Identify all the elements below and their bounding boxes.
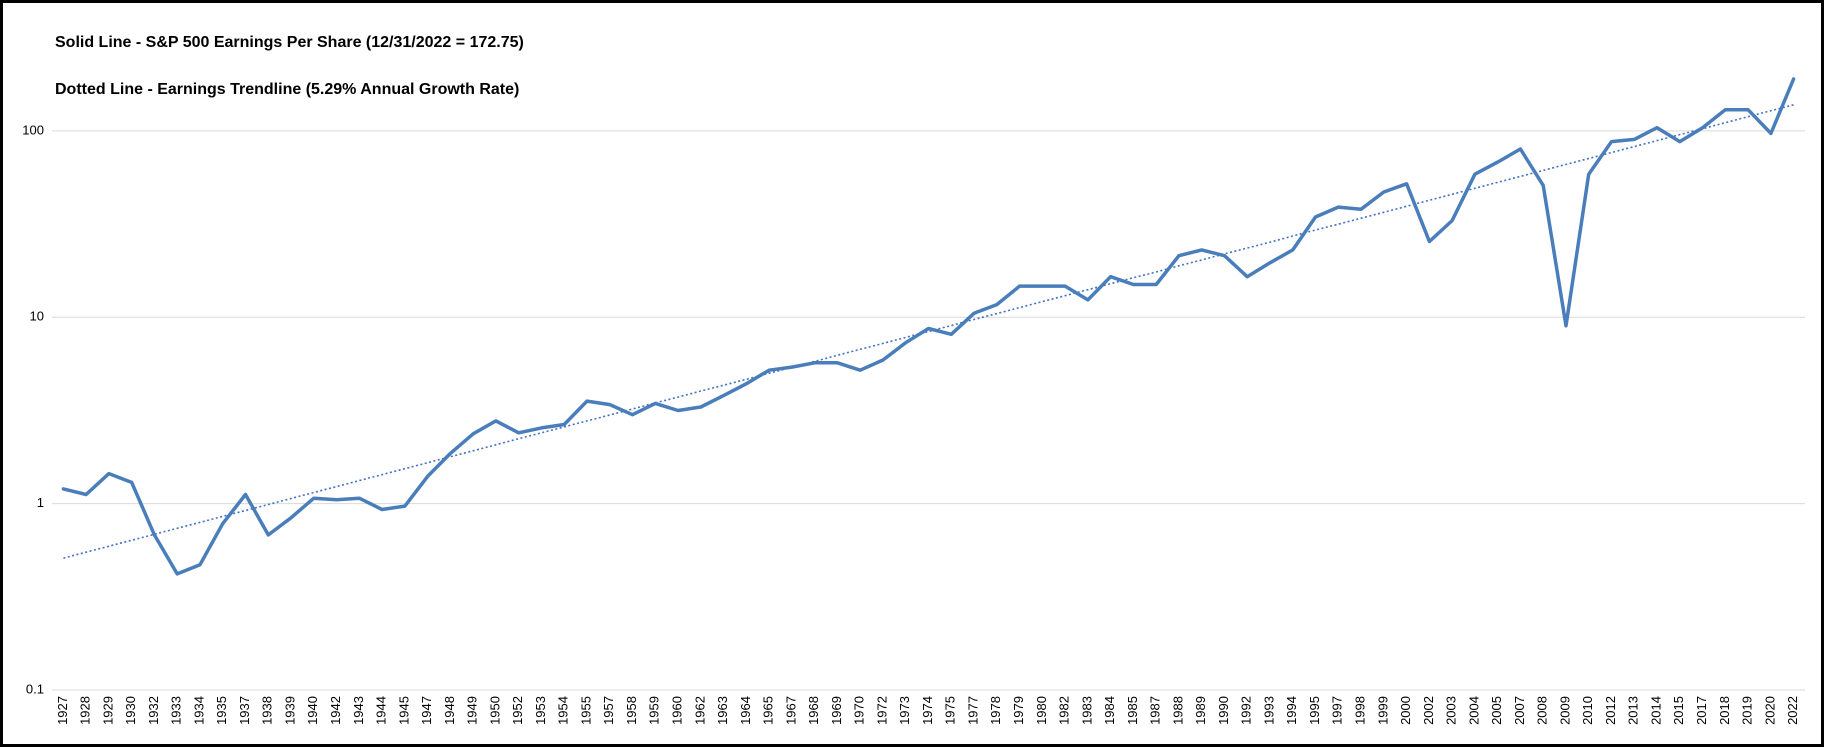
- x-tick-label: 1954: [556, 696, 571, 725]
- x-tick-label: 2002: [1421, 696, 1436, 725]
- x-tick-label: 1983: [1079, 696, 1094, 725]
- x-tick-label: 1947: [419, 696, 434, 725]
- y-tick-label: 10: [30, 309, 44, 324]
- x-tick-label: 1980: [1034, 696, 1049, 725]
- x-tick-label: 1974: [920, 696, 935, 725]
- x-tick-label: 1973: [897, 696, 912, 725]
- x-tick-label: 1949: [465, 696, 480, 725]
- x-tick-label: 1964: [738, 696, 753, 725]
- x-tick-label: 1945: [396, 696, 411, 725]
- x-tick-label: 1985: [1125, 696, 1140, 725]
- x-tick-label: 2020: [1762, 696, 1777, 725]
- x-tick-label: 1928: [78, 696, 93, 725]
- x-tick-label: 1930: [123, 696, 138, 725]
- x-tick-label: 1979: [1011, 696, 1026, 725]
- x-tick-label: 1935: [214, 696, 229, 725]
- y-tick-label: 1: [37, 495, 44, 510]
- x-tick-label: 1960: [670, 696, 685, 725]
- x-tick-label: 1993: [1261, 696, 1276, 725]
- x-tick-label: 1969: [829, 696, 844, 725]
- x-tick-label: 1994: [1284, 696, 1299, 725]
- annotation: Dotted Line - Earnings Trendline (5.29% …: [55, 81, 519, 98]
- x-tick-label: 1968: [806, 696, 821, 725]
- y-tick-label: 100: [22, 122, 44, 137]
- x-tick-label: 1944: [374, 696, 389, 725]
- x-tick-label: 1929: [100, 696, 115, 725]
- x-tick-label: 1937: [237, 696, 252, 725]
- x-tick-label: 1970: [852, 696, 867, 725]
- x-tick-label: 2008: [1535, 696, 1550, 725]
- x-tick-label: 2007: [1512, 696, 1527, 725]
- x-tick-label: 1982: [1057, 696, 1072, 725]
- x-tick-label: 2009: [1557, 696, 1572, 725]
- x-tick-label: 1963: [715, 696, 730, 725]
- x-tick-label: 1984: [1102, 696, 1117, 725]
- x-tick-label: 2015: [1671, 696, 1686, 725]
- x-tick-label: 1977: [965, 696, 980, 725]
- x-tick-label: 1953: [533, 696, 548, 725]
- x-tick-label: 1952: [510, 696, 525, 725]
- x-tick-label: 1990: [1216, 696, 1231, 725]
- x-tick-label: 1940: [305, 696, 320, 725]
- x-tick-label: 2005: [1489, 696, 1504, 725]
- x-tick-label: 1934: [191, 696, 206, 725]
- x-tick-label: 2012: [1603, 696, 1618, 725]
- x-tick-label: 2004: [1466, 696, 1481, 725]
- x-tick-label: 1942: [328, 696, 343, 725]
- series-line: [61, 77, 1796, 576]
- x-tick-label: 1938: [260, 696, 275, 725]
- y-tick-label: 0.1: [26, 681, 44, 696]
- x-tick-label: 2018: [1717, 696, 1732, 725]
- x-tick-label: 1998: [1352, 696, 1367, 725]
- x-tick-label: 1932: [146, 696, 161, 725]
- annotation: Solid Line - S&P 500 Earnings Per Share …: [55, 34, 524, 51]
- x-tick-label: 1927: [55, 696, 70, 725]
- x-tick-label: 1992: [1239, 696, 1254, 725]
- x-tick-label: 1959: [647, 696, 662, 725]
- x-tick-label: 1995: [1307, 696, 1322, 725]
- x-tick-label: 1958: [624, 696, 639, 725]
- x-tick-label: 2017: [1694, 696, 1709, 725]
- x-tick-label: 1950: [487, 696, 502, 725]
- x-tick-label: 1988: [1170, 696, 1185, 725]
- trend-line: [63, 104, 1794, 559]
- x-tick-label: 1989: [1193, 696, 1208, 725]
- x-tick-label: 2022: [1785, 696, 1800, 725]
- x-tick-label: 1999: [1375, 696, 1390, 725]
- x-tick-label: 1975: [943, 696, 958, 725]
- x-tick-label: 1967: [783, 696, 798, 725]
- x-tick-label: 1965: [761, 696, 776, 725]
- x-tick-label: 1948: [442, 696, 457, 725]
- x-tick-label: 2000: [1398, 696, 1413, 725]
- x-tick-label: 2014: [1648, 696, 1663, 725]
- x-tick-label: 1933: [169, 696, 184, 725]
- x-tick-label: 2019: [1740, 696, 1755, 725]
- x-tick-label: 1943: [351, 696, 366, 725]
- x-tick-label: 1962: [692, 696, 707, 725]
- x-tick-label: 1955: [578, 696, 593, 725]
- x-tick-label: 2010: [1580, 696, 1595, 725]
- x-tick-label: 2013: [1626, 696, 1641, 725]
- x-tick-label: 1939: [282, 696, 297, 725]
- x-tick-label: 1972: [874, 696, 889, 725]
- x-tick-label: 1987: [1148, 696, 1163, 725]
- x-tick-label: 1997: [1330, 696, 1345, 725]
- x-tick-label: 1978: [988, 696, 1003, 725]
- x-tick-label: 1957: [601, 696, 616, 725]
- x-tick-label: 2003: [1444, 696, 1459, 725]
